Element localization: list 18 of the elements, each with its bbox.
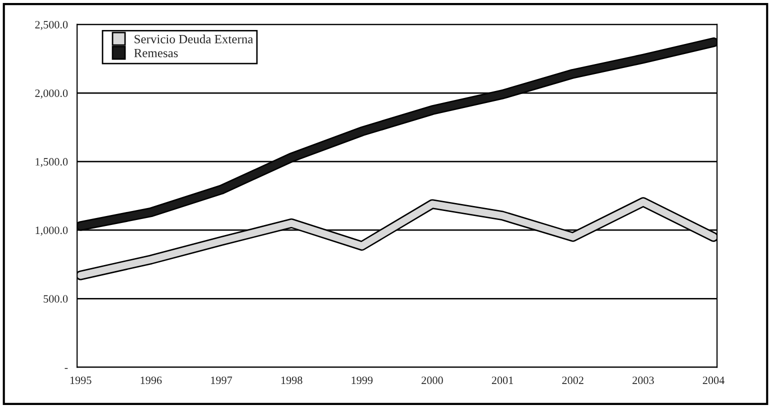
- y-tick-label: 500.0: [44, 295, 68, 303]
- x-tick-label: 1996: [140, 376, 162, 384]
- legend-label: Servicio Deuda Externa: [134, 34, 254, 44]
- y-tick-label: 1,000.0: [36, 226, 68, 236]
- y-tick-label: 2,000.0: [35, 89, 68, 99]
- x-tick-label: 1999: [352, 376, 373, 384]
- x-tick-label: 1995: [70, 376, 92, 384]
- x-tick-label: 1998: [281, 376, 302, 384]
- x-tick-label: 1997: [211, 376, 232, 384]
- x-tick-label: 2001: [492, 376, 513, 384]
- x-tick-label: 2003: [632, 376, 654, 384]
- x-tick-label: 2004: [702, 376, 724, 384]
- y-tick-label: 1,500.0: [36, 158, 68, 168]
- y-tick-label: 2,500.0: [35, 20, 68, 30]
- x-tick-label: 2002: [562, 376, 584, 384]
- y-tick-label: -: [64, 368, 68, 369]
- legend-label: Remesas: [134, 48, 178, 58]
- x-tick-label: 2000: [422, 376, 443, 384]
